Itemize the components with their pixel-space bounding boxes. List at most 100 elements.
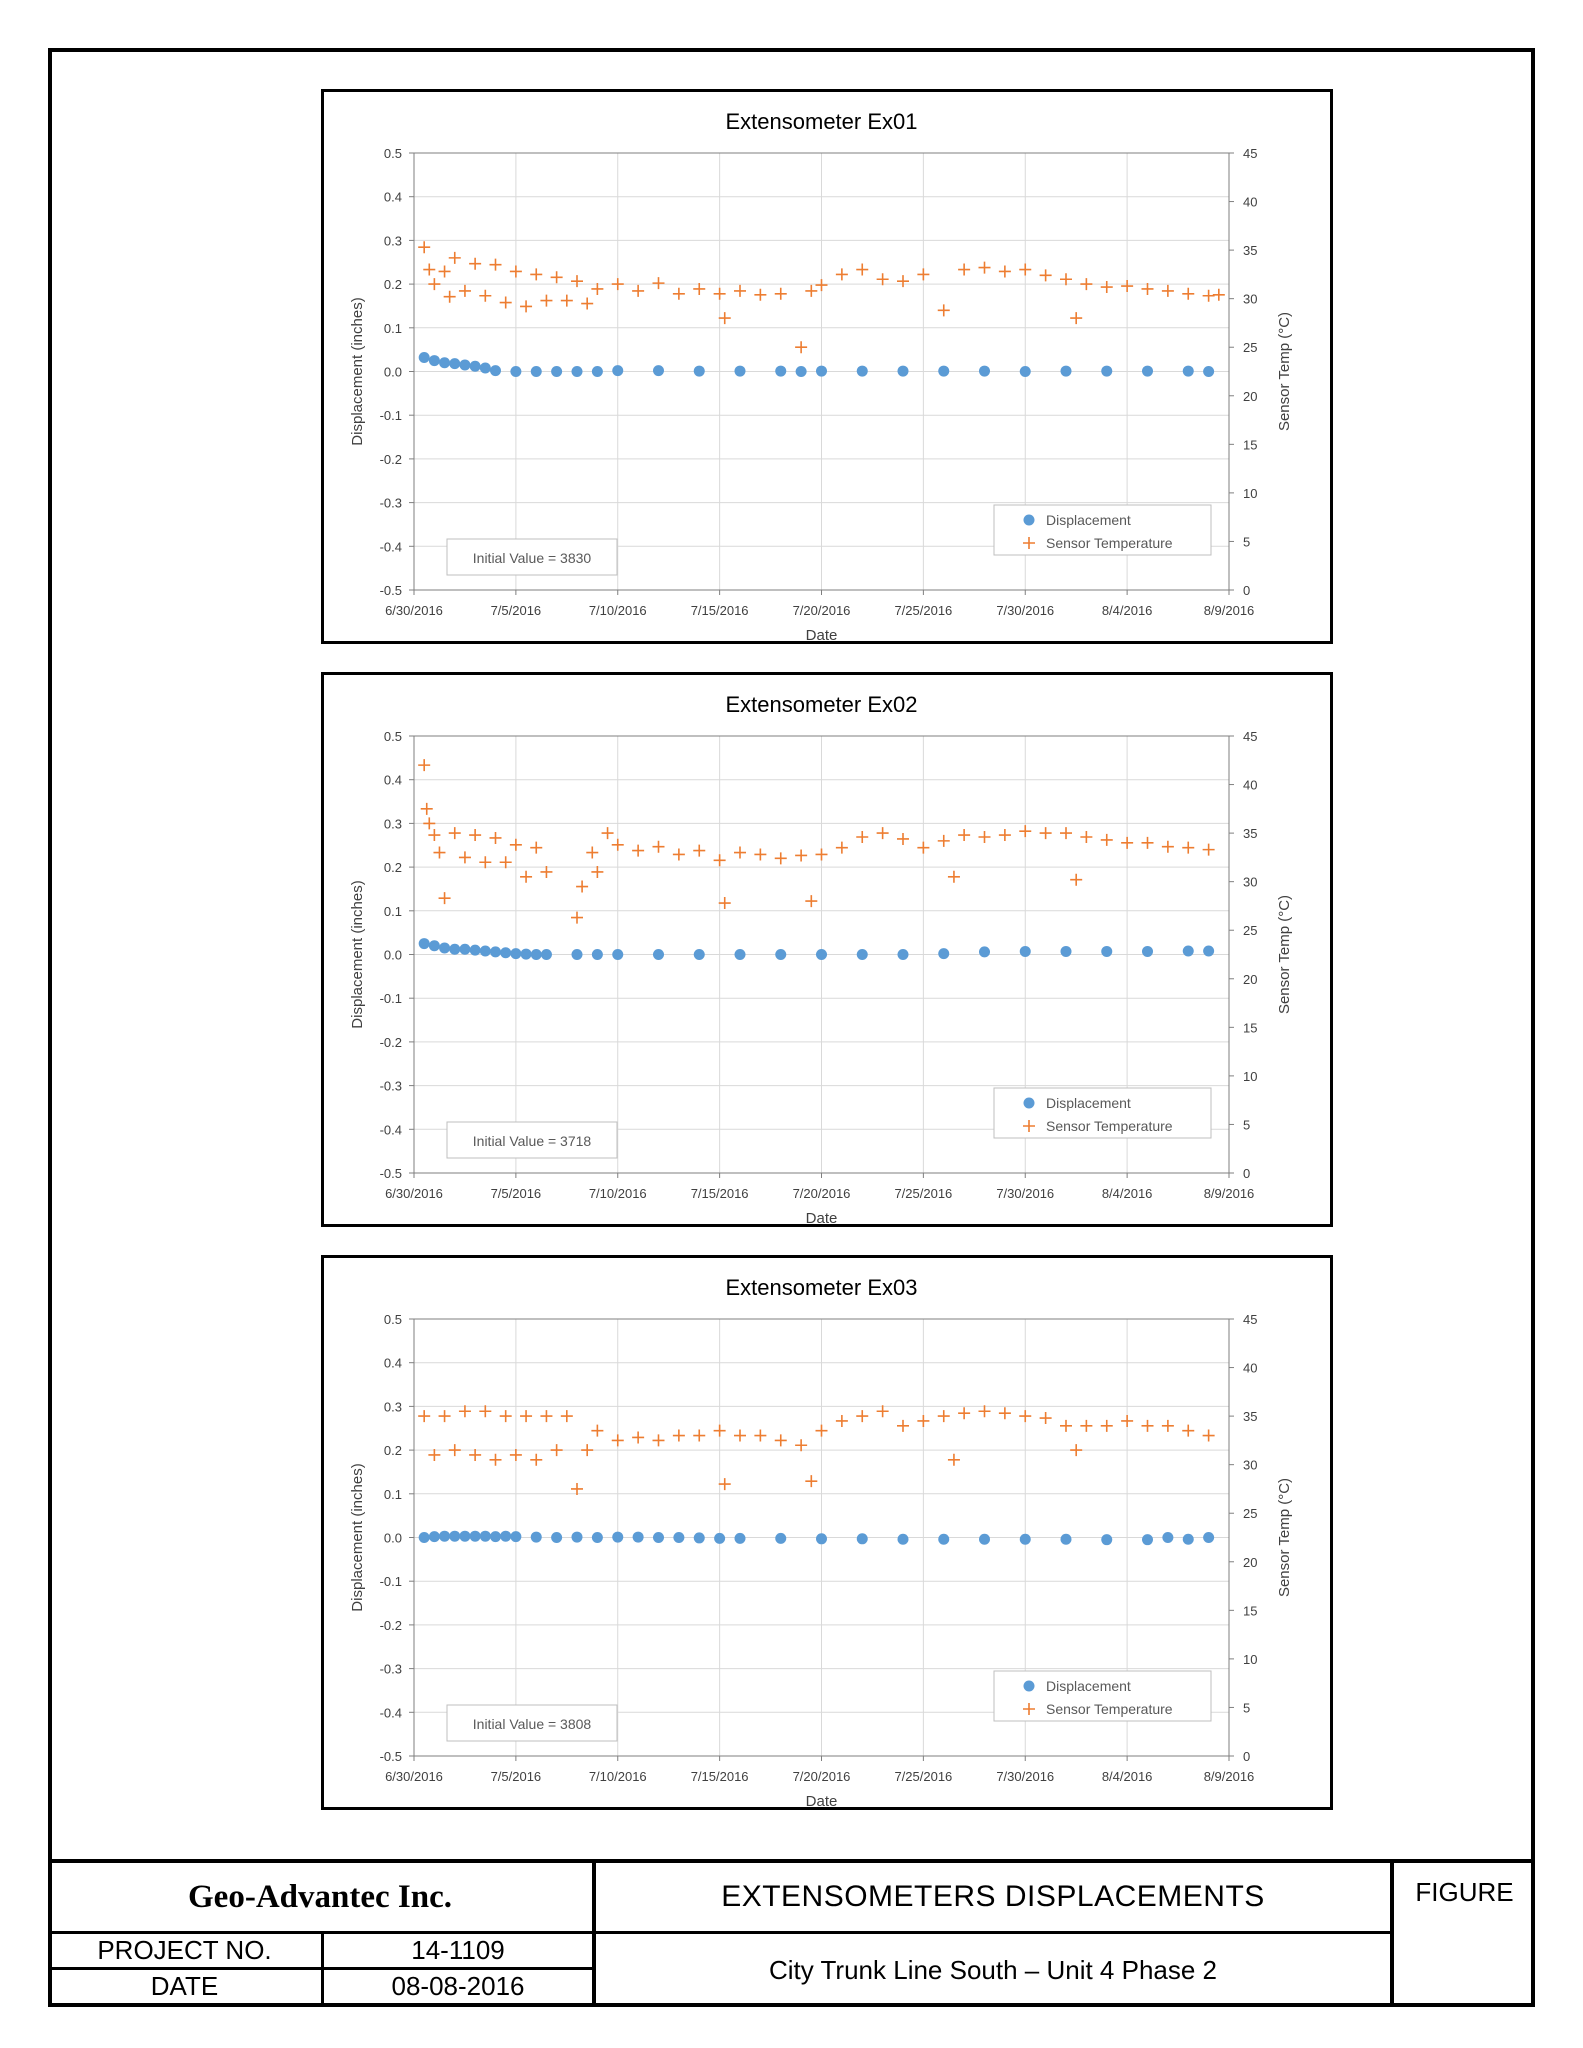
temperature-point: [423, 263, 436, 276]
y2-axis-label: Sensor Temp (°C): [1276, 895, 1293, 1014]
temperature-point: [458, 1405, 471, 1418]
y-tick-label: 0.1: [384, 321, 402, 336]
temperature-point: [1019, 263, 1032, 276]
chart-ex01-svg: Extensometer Ex01 0.5 0.4 0.3 0.2 0.1 0.0 -0.1 -…: [349, 109, 1293, 641]
displacement-point: [1203, 1532, 1215, 1543]
y2-tick-label: 20: [1243, 972, 1257, 987]
displacement-point: [775, 949, 787, 960]
y-tick-label: 0.0: [384, 948, 402, 963]
temperature-point: [672, 848, 685, 861]
displacement-point: [673, 1532, 685, 1543]
displacement-point: [734, 1532, 746, 1544]
displacement-point: [551, 366, 563, 377]
drawing-title: EXTENSOMETERS DISPLACEMENTS: [721, 1880, 1265, 1913]
initial-value-annotation: Initial Value = 3830: [473, 550, 592, 566]
temperature-point: [652, 277, 665, 290]
x-axis-label: Date: [806, 1793, 838, 1807]
displacement-point: [653, 365, 664, 377]
temperature-point: [1100, 833, 1113, 846]
temperature-point: [443, 290, 456, 303]
y2-tick-label: 35: [1243, 243, 1257, 258]
y2-tick-label: 10: [1243, 1069, 1257, 1084]
temperature-point: [856, 830, 869, 843]
title-block-divider: [321, 1932, 324, 2007]
temperature-point: [754, 288, 767, 301]
temperature-point: [1212, 288, 1225, 301]
legend-temperature-marker: [1023, 537, 1035, 549]
displacement-point: [510, 1531, 522, 1543]
temperature-point: [652, 840, 665, 853]
y-tick-label: -0.5: [380, 583, 402, 598]
displacement-point: [816, 365, 827, 377]
displacement-point: [1142, 945, 1153, 957]
initial-value-annotation: Initial Value = 3718: [473, 1133, 592, 1149]
displacement-point: [632, 1531, 644, 1543]
displacement-point: [551, 1532, 563, 1543]
chart-ex03-svg: Extensometer Ex03 0.5 0.4 0.3 0.2 0.1 0.0 -0.1 -…: [349, 1275, 1293, 1807]
displacement-point: [439, 1530, 451, 1542]
displacement-point: [653, 1532, 664, 1543]
temperature-point: [632, 284, 645, 297]
temperature-point: [1080, 1419, 1093, 1432]
y-tick-label: -0.2: [380, 1035, 402, 1050]
legend-box: [993, 1087, 1212, 1139]
temperature-point: [978, 261, 991, 274]
temperature-point: [815, 1424, 828, 1437]
y-tick-label: -0.1: [380, 408, 402, 423]
displacement-point: [449, 1530, 461, 1542]
temperature-point: [509, 838, 522, 851]
displacement-point: [938, 365, 950, 377]
y2-tick-label: 35: [1243, 1409, 1257, 1424]
x-tick-label: 7/25/2016: [894, 603, 952, 618]
x-tick-label: 7/15/2016: [691, 1186, 749, 1201]
temperature-point: [469, 829, 482, 842]
displacement-point: [459, 359, 471, 371]
temperature-point: [1019, 825, 1032, 838]
displacement-point: [1019, 1533, 1031, 1545]
y-tick-label: 0.1: [384, 1487, 402, 1502]
temperature-point: [937, 304, 950, 317]
y2-tick-label: 15: [1243, 1603, 1257, 1618]
temperature-point: [499, 1410, 512, 1423]
x-axis-label: Date: [806, 627, 838, 641]
temperature-point: [479, 289, 492, 302]
x-tick-label: 7/10/2016: [589, 1769, 647, 1784]
temperature-point: [1161, 840, 1174, 853]
temperature-point: [571, 275, 583, 288]
legend-temperature-marker: [1023, 1703, 1035, 1715]
legend-box: [993, 1670, 1212, 1722]
y2-tick-label: 0: [1243, 1749, 1250, 1764]
temperature-point: [1039, 827, 1052, 840]
displacement-point: [612, 1531, 624, 1543]
temperature-point: [897, 1419, 909, 1432]
x-tick-label: 7/30/2016: [996, 603, 1054, 618]
temperature-point: [1182, 287, 1195, 300]
temperature-point: [1202, 289, 1215, 302]
temperature-point: [958, 1407, 971, 1420]
displacement-point: [612, 365, 624, 377]
temperature-point: [672, 1429, 685, 1442]
y-tick-label: -0.2: [380, 452, 402, 467]
temperature-point: [1060, 827, 1072, 840]
temperature-point: [586, 846, 599, 859]
y-tick-label: -0.4: [380, 539, 402, 554]
displacement-point: [1162, 1532, 1174, 1543]
temperature-point: [937, 834, 950, 847]
displacement-point: [571, 366, 583, 377]
displacement-point: [979, 946, 990, 958]
temperature-point: [815, 848, 828, 861]
y-axis-label: Displacement (inches): [349, 880, 366, 1028]
displacement-point: [653, 949, 664, 960]
displacement-point: [1182, 365, 1194, 377]
temperature-point: [1060, 273, 1072, 286]
y-tick-label: 0.4: [384, 773, 402, 788]
displacement-point: [897, 949, 909, 960]
displacement-point: [500, 947, 512, 959]
y2-tick-label: 40: [1243, 1361, 1257, 1376]
displacement-point: [490, 1531, 501, 1543]
temperature-point: [428, 829, 441, 842]
chart-title: Extensometer Ex02: [726, 692, 918, 717]
displacement-point: [795, 366, 807, 377]
displacement-point: [510, 948, 522, 960]
temperature-point: [1141, 282, 1154, 295]
